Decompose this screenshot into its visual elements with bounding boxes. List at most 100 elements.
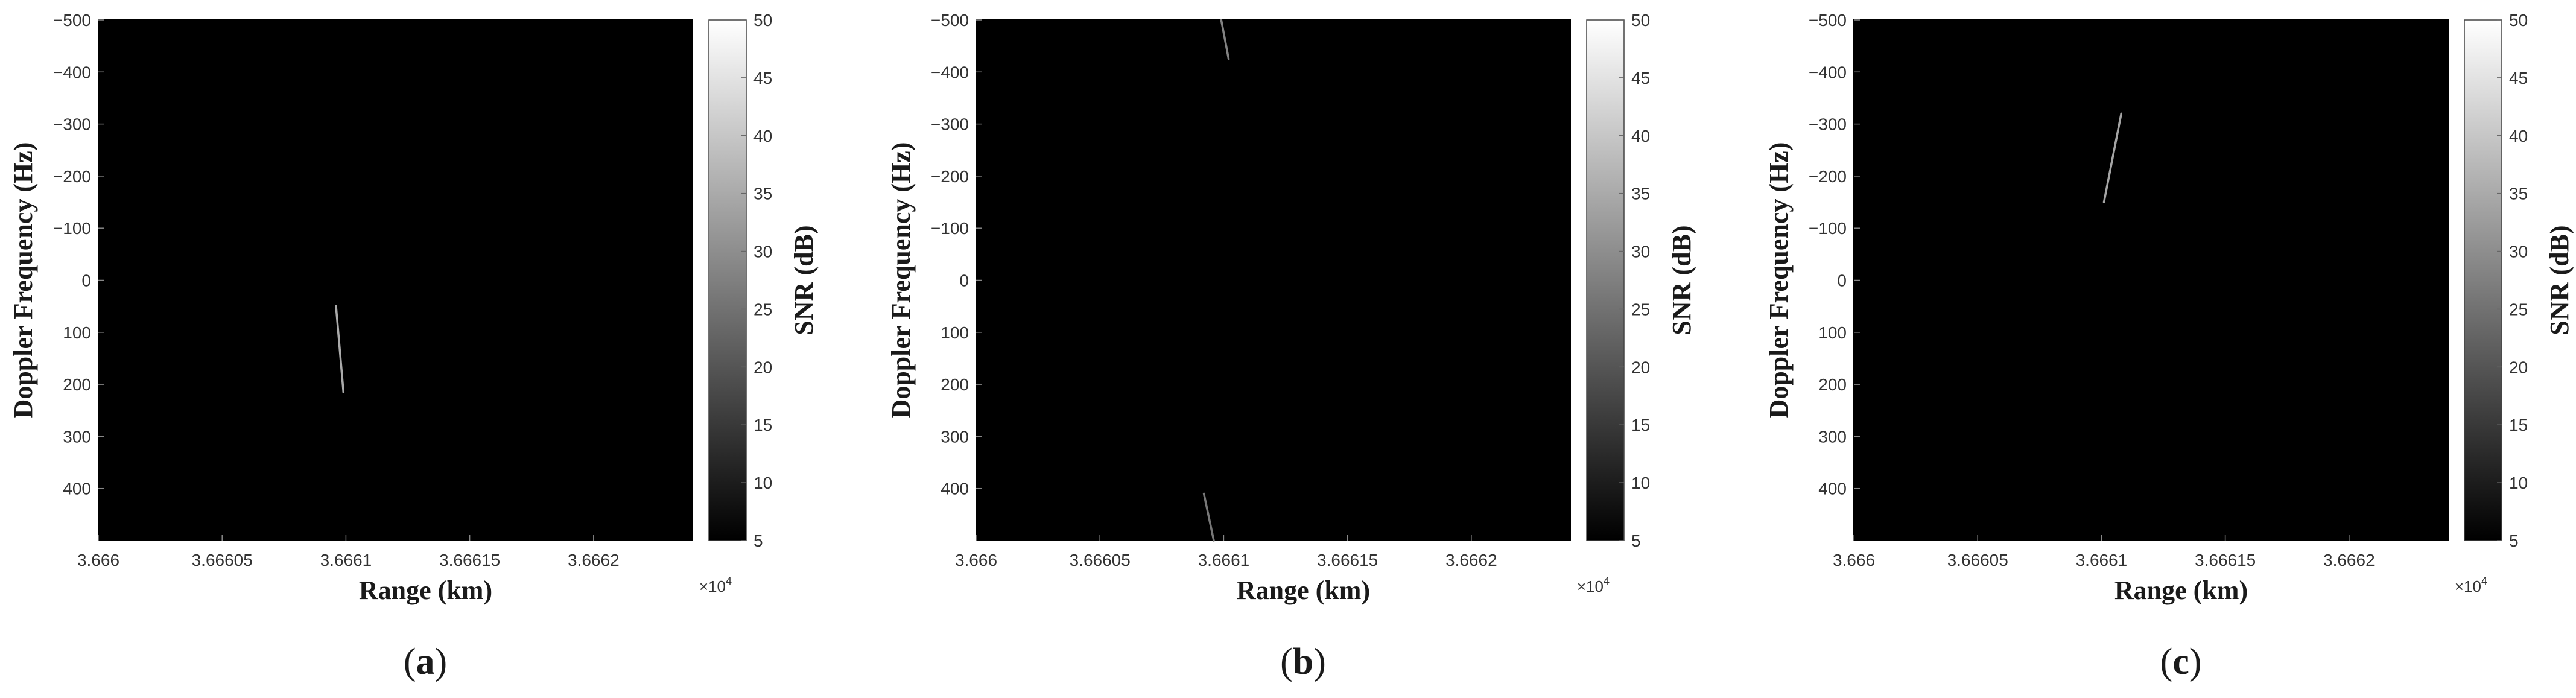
target-track-2	[1202, 492, 1215, 542]
colorbar-tick-label: 50	[2509, 11, 2528, 30]
colorbar-tick-label: 30	[1631, 243, 1650, 261]
colorbar-tick-label: 10	[2509, 474, 2528, 492]
y-tick-label: 0	[1837, 271, 1847, 290]
colorbar	[2464, 19, 2502, 541]
y-tick-label: 400	[941, 480, 969, 498]
x-tick-label: 3.66605	[1070, 551, 1131, 570]
y-axis-label: Doppler Frequency (Hz)	[8, 142, 38, 419]
x-tick-label: 3.6661	[1198, 551, 1250, 570]
x-tick-label: 3.6662	[568, 551, 620, 570]
colorbar-tick-label: 40	[1631, 127, 1650, 145]
y-tick-label: 200	[941, 375, 969, 394]
y-tick-label: −100	[1809, 219, 1847, 238]
x-axis-exponent: ×104	[2455, 575, 2487, 595]
y-tick-label: −200	[1809, 167, 1847, 186]
colorbar-tick-label: 45	[753, 69, 772, 87]
colorbar-tick-label: 50	[1631, 11, 1650, 30]
colorbar-tick-label: 35	[753, 185, 772, 203]
x-axis-label: Range (km)	[1237, 576, 1370, 605]
y-tick-label: 100	[63, 323, 91, 342]
y-tick-label: 400	[63, 480, 91, 498]
x-axis-label: Range (km)	[2114, 576, 2248, 605]
colorbar-tick-label: 5	[1631, 531, 1641, 550]
y-tick-label: −300	[931, 115, 969, 134]
y-tick-label: −500	[1809, 11, 1847, 30]
x-tick-label: 3.6662	[1445, 551, 1497, 570]
y-tick-label: 200	[63, 375, 91, 394]
x-axis-label: Range (km)	[359, 576, 492, 605]
colorbar-tick-label: 30	[2509, 243, 2528, 261]
y-tick-label: 300	[63, 427, 91, 446]
colorbar-tick-label: 25	[2509, 300, 2528, 319]
y-tick-label: −300	[53, 115, 91, 134]
y-tick-label: −200	[53, 167, 91, 186]
colorbar-tick-label: 15	[753, 416, 772, 434]
x-tick-label: 3.66615	[439, 551, 500, 570]
panel-label: (c)	[2160, 641, 2202, 682]
y-tick-label: 300	[941, 427, 969, 446]
y-tick-label: 200	[1818, 375, 1847, 394]
y-tick-label: 100	[1818, 323, 1847, 342]
target-track-1	[1220, 19, 1230, 60]
y-tick-label: 300	[1818, 427, 1847, 446]
colorbar-label: SNR (dB)	[2545, 225, 2574, 335]
x-tick-label: 3.666	[955, 551, 997, 570]
panel-a: −500 −400 −300 −200 −100 0 100 200 300 400 3.666 3.…	[8, 11, 819, 682]
y-tick-label: −100	[53, 219, 91, 238]
x-tick-label: 3.66615	[2195, 551, 2256, 570]
y-tick-label: 100	[941, 323, 969, 342]
x-tick-label: 3.66605	[192, 551, 253, 570]
y-tick-label: 0	[81, 271, 91, 290]
x-axis-exponent: ×104	[699, 575, 732, 595]
y-axis-label: Doppler Frequency (Hz)	[886, 142, 916, 419]
y-tick-label: −200	[931, 167, 969, 186]
colorbar-tick-label: 45	[1631, 69, 1650, 87]
colorbar-tick-label: 10	[1631, 474, 1650, 492]
x-tick-label: 3.6661	[320, 551, 372, 570]
colorbar	[1586, 19, 1625, 541]
colorbar-tick-label: 45	[2509, 69, 2528, 87]
y-axis-label: Doppler Frequency (Hz)	[1764, 142, 1794, 419]
y-tick-label: −100	[931, 219, 969, 238]
y-tick-label: 400	[1818, 480, 1847, 498]
colorbar-tick-label: 20	[2509, 358, 2528, 376]
colorbar-tick-label: 40	[753, 127, 772, 145]
panel-label: (a)	[404, 641, 447, 682]
y-tick-label: −300	[1809, 115, 1847, 134]
y-tick-label: −500	[931, 11, 969, 30]
y-tick-label: 0	[959, 271, 969, 290]
x-tick-label: 3.666	[1833, 551, 1875, 570]
plot-area	[98, 19, 693, 541]
colorbar-tick-label: 50	[753, 11, 772, 30]
colorbar-tick-label: 10	[753, 474, 772, 492]
colorbar-label: SNR (dB)	[1667, 225, 1696, 335]
colorbar-tick-label: 40	[2509, 127, 2528, 145]
x-tick-label: 3.6662	[2323, 551, 2375, 570]
colorbar-tick-label: 20	[753, 358, 772, 376]
colorbar-label: SNR (dB)	[789, 225, 819, 335]
colorbar-tick-label: 20	[1631, 358, 1650, 376]
target-track-1	[335, 305, 345, 393]
x-tick-label: 3.66605	[1947, 551, 2008, 570]
colorbar-tick-label: 25	[1631, 300, 1650, 319]
plot-area	[1853, 19, 2449, 541]
plot-area	[976, 19, 1571, 541]
y-tick-label: −400	[931, 63, 969, 81]
x-tick-label: 3.666	[77, 551, 119, 570]
colorbar-tick-label: 15	[2509, 416, 2528, 434]
colorbar	[708, 19, 747, 541]
target-track-1	[2102, 112, 2122, 203]
y-tick-label: −400	[1809, 63, 1847, 81]
panel-b: −500 −400 −300 −200 −100 0 100 200 300 400 3.666 3.…	[886, 11, 1696, 682]
x-axis-exponent: ×104	[1577, 575, 1610, 595]
panel-label: (b)	[1280, 641, 1326, 682]
colorbar-tick-label: 5	[753, 531, 763, 550]
colorbar-tick-label: 35	[1631, 185, 1650, 203]
colorbar-tick-label: 5	[2509, 531, 2519, 550]
x-tick-label: 3.6661	[2076, 551, 2128, 570]
colorbar-tick-label: 35	[2509, 185, 2528, 203]
y-tick-label: −400	[53, 63, 91, 81]
colorbar-tick-label: 25	[753, 300, 772, 319]
panel-c: −500 −400 −300 −200 −100 0 100 200 300 400 3.666 3.…	[1764, 11, 2574, 682]
